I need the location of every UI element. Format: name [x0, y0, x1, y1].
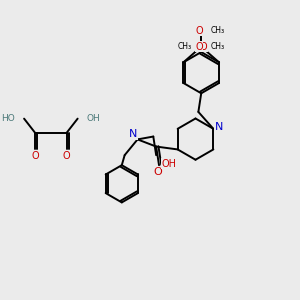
- Text: O: O: [31, 151, 39, 161]
- Text: O: O: [195, 42, 203, 52]
- Text: O: O: [63, 151, 70, 161]
- Text: CH₃: CH₃: [210, 26, 224, 35]
- Text: N: N: [129, 129, 137, 139]
- Text: N: N: [215, 122, 223, 132]
- Text: HO: HO: [1, 114, 15, 123]
- Text: O: O: [200, 42, 207, 52]
- Text: O: O: [153, 167, 162, 177]
- Text: CH₃: CH₃: [211, 42, 225, 51]
- Text: O: O: [196, 26, 204, 36]
- Text: CH₃: CH₃: [178, 42, 192, 51]
- Text: OH: OH: [162, 159, 177, 169]
- Text: OH: OH: [87, 114, 100, 123]
